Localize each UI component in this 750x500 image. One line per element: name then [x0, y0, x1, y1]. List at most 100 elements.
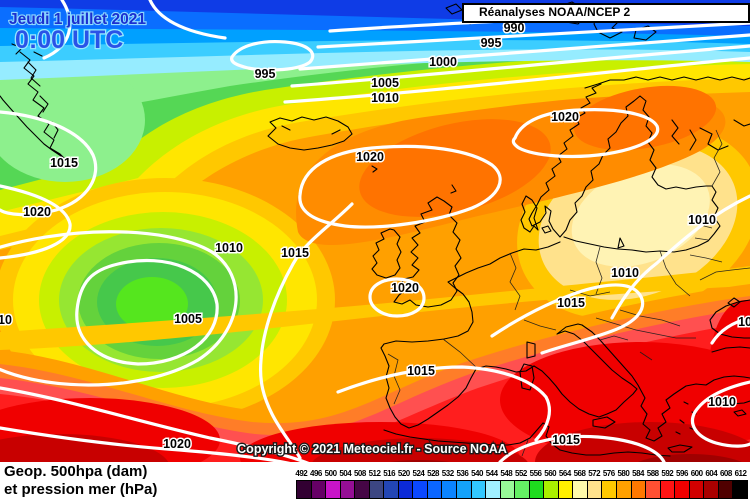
scale-value: 584: [632, 469, 644, 478]
scale-swatch: [470, 481, 486, 498]
isobar-label: 1020: [551, 110, 579, 124]
scale-value: 596: [676, 469, 688, 478]
isobar-contours: [0, 0, 750, 468]
scale-swatch: [674, 481, 689, 498]
scale-value: 496: [310, 469, 322, 478]
color-scale-swatches: [296, 480, 748, 499]
legend-caption: Geop. 500hpa (dam) et pression mer (hPa): [4, 463, 157, 498]
scale-value: 564: [558, 469, 571, 478]
isobar-label: 1015: [552, 433, 580, 447]
isobar-label: 990: [504, 21, 525, 35]
isobar-label: 1010: [215, 241, 243, 255]
scale-value: 504: [339, 469, 352, 478]
scale-swatch: [601, 481, 617, 498]
scale-value: 540: [471, 469, 483, 478]
scale-value: 592: [661, 469, 674, 478]
scale-value: 516: [383, 469, 396, 478]
scale-value: 528: [427, 469, 440, 478]
scale-value: 572: [588, 469, 601, 478]
isobar-label: 1020: [356, 150, 384, 164]
scale-swatch: [732, 481, 747, 498]
scale-value: 600: [690, 469, 703, 478]
isobar-label: 1010: [708, 395, 736, 409]
isobar-label: 995: [255, 67, 276, 81]
isobar-label: 1010: [611, 266, 639, 280]
scale-swatch: [688, 481, 704, 498]
isobar-label: 1010: [0, 313, 12, 327]
scale-value: 508: [353, 469, 366, 478]
scale-swatch: [297, 481, 311, 498]
isobar-label: 1005: [371, 76, 399, 90]
isobar-label: 1010: [738, 315, 750, 329]
scale-swatch: [354, 481, 369, 498]
scale-value: 612: [734, 469, 747, 478]
scale-value: 552: [515, 469, 527, 478]
scale-swatch: [514, 481, 529, 498]
scale-value: 556: [529, 469, 542, 478]
scale-swatch: [368, 481, 384, 498]
scale-value: 536: [456, 469, 469, 478]
copyright-text: Copyright © 2021 Meteociel.fr - Source N…: [237, 442, 507, 456]
scale-swatch: [659, 481, 675, 498]
scale-swatch: [703, 481, 718, 498]
scale-swatch: [412, 481, 427, 498]
isobar-label: 1015: [557, 296, 585, 310]
isobar-label: 1010: [371, 91, 399, 105]
scale-value: 512: [368, 469, 381, 478]
scale-swatch: [485, 481, 500, 498]
map-run-time: 0:00 UTC: [15, 26, 123, 54]
scale-swatch: [441, 481, 457, 498]
scale-value: 524: [412, 469, 425, 478]
scale-swatch: [645, 481, 660, 498]
scale-value: 560: [544, 469, 557, 478]
scale-swatch: [325, 481, 340, 498]
isobar-label: 995: [481, 36, 502, 50]
scale-swatch: [543, 481, 558, 498]
scale-swatch: [426, 481, 442, 498]
scale-value: 576: [602, 469, 615, 478]
isobar-label: 1020: [391, 281, 419, 295]
isobar-label: 1010: [688, 213, 716, 227]
country-borders: [387, 129, 750, 457]
color-scale-values: 492 496 500 504 508 512 516 520 524 528 532 536 540 5…: [294, 469, 748, 479]
scale-swatch: [630, 481, 646, 498]
scale-swatch: [717, 481, 733, 498]
isobar-labels-layer: 9909951000995100510101020102010151020101…: [0, 20, 750, 453]
isobar-label: 1020: [23, 205, 51, 219]
isobar-label: 1015: [407, 364, 435, 378]
scale-value: 520: [397, 469, 410, 478]
map-date: Jeudi 1 juillet 2021: [9, 11, 146, 28]
isobar-label: 1000: [429, 55, 457, 69]
model-source-box: Réanalyses NOAA/NCEP 2: [462, 3, 750, 23]
coastlines: [0, 1, 750, 457]
scale-swatch: [528, 481, 544, 498]
scale-value: 568: [573, 469, 586, 478]
scale-value: 532: [441, 469, 454, 478]
scale-swatch: [456, 481, 471, 498]
scale-swatch: [397, 481, 413, 498]
scale-value: 580: [617, 469, 630, 478]
scale-swatch: [572, 481, 587, 498]
scale-value: 604: [705, 469, 718, 478]
scale-value: 548: [500, 469, 513, 478]
isobar-label: 1015: [281, 246, 309, 260]
scale-value: 608: [719, 469, 732, 478]
scale-value: 492: [295, 469, 308, 478]
isobar-label: 1020: [163, 437, 191, 451]
scale-value: 544: [485, 469, 498, 478]
model-source-label: Réanalyses NOAA/NCEP 2: [479, 5, 631, 19]
scale-swatch: [499, 481, 515, 498]
isobar-label: 1015: [50, 156, 78, 170]
scale-swatch: [616, 481, 631, 498]
legend-line1: Geop. 500hpa (dam): [4, 463, 148, 480]
isobar-label: 1005: [174, 312, 202, 326]
scale-swatch: [557, 481, 573, 498]
scale-swatch: [310, 481, 326, 498]
scale-swatch: [383, 481, 398, 498]
scale-swatch: [339, 481, 355, 498]
scale-swatch: [586, 481, 602, 498]
legend-line2: et pression mer (hPa): [4, 480, 158, 498]
